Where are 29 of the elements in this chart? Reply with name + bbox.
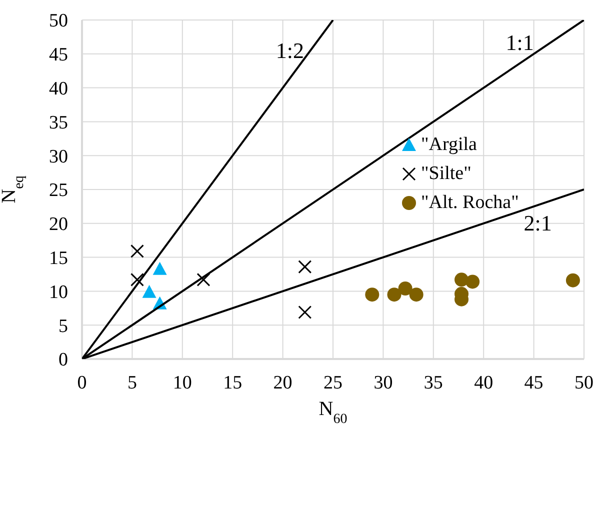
y-tick-label: 25 bbox=[49, 180, 68, 202]
x-tick-label: 45 bbox=[524, 372, 544, 394]
x-tick-label: 40 bbox=[474, 372, 494, 394]
y-tick-label: 5 bbox=[58, 316, 68, 337]
y-tick-label: 0 bbox=[58, 350, 68, 371]
x-axis-title: N$_{60}$ bbox=[318, 398, 348, 426]
annotation: 1:2 bbox=[276, 38, 304, 63]
x-tick-label: 25 bbox=[324, 372, 342, 394]
legend-label: "Silte" bbox=[421, 162, 472, 184]
x-tick-label: 10 bbox=[172, 372, 192, 394]
x-tick-label: 35 bbox=[424, 372, 443, 394]
y-tick-label: 10 bbox=[49, 282, 68, 303]
y-tick-label: 50 bbox=[49, 10, 68, 32]
y-tick-label: 30 bbox=[49, 146, 68, 168]
legend-label: "Argila bbox=[421, 134, 477, 156]
y-tick-label: 45 bbox=[49, 44, 68, 66]
annotation: 1:1 bbox=[506, 30, 534, 55]
y-tick-label: 20 bbox=[49, 214, 68, 236]
x-tick-label: 50 bbox=[574, 372, 594, 394]
y-tick-label: 40 bbox=[49, 78, 68, 100]
x-tick-label: 5 bbox=[127, 372, 137, 394]
x-tick-label: 15 bbox=[223, 372, 242, 394]
y-tick-label: 35 bbox=[49, 112, 68, 134]
x-tick-label: 30 bbox=[374, 372, 393, 394]
annotation: 2:1 bbox=[524, 210, 552, 236]
legend-label: "Alt. Rocha" bbox=[421, 192, 519, 214]
x-tick-label: 0 bbox=[77, 372, 87, 394]
y-tick-label: 15 bbox=[49, 248, 68, 270]
x-tick-label: 20 bbox=[273, 372, 292, 394]
